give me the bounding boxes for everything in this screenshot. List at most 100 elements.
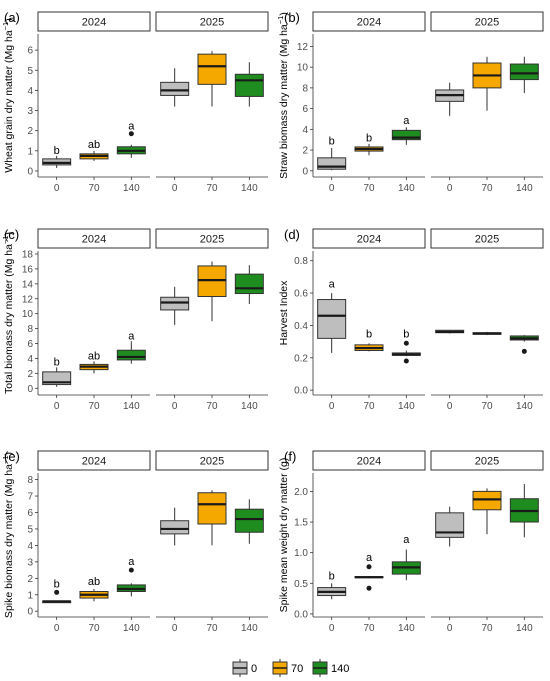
x-tick-label: 70	[88, 401, 100, 412]
box-2024-0	[42, 367, 72, 387]
y-tick-label: 2	[302, 146, 308, 157]
y-axis-label-end: )	[3, 232, 15, 236]
box-2024-70	[354, 343, 384, 352]
y-axis-label: Total biomass dry matter (Mg ha−1)	[1, 232, 15, 394]
y-tick-label: 0.0	[294, 386, 308, 397]
box-2024-140	[391, 127, 421, 145]
y-axis-label-main: Harvest Index	[278, 280, 290, 346]
x-tick-label: 140	[516, 401, 533, 412]
box-body	[160, 81, 190, 96]
box-2024-0	[317, 583, 347, 600]
significance-letter: ab	[88, 139, 100, 151]
y-tick-label: 8	[27, 475, 33, 486]
significance-letter: a	[128, 121, 135, 133]
facet-strip	[155, 11, 269, 32]
x-tick-label: 70	[88, 183, 100, 194]
y-tick-label: 6	[302, 104, 308, 115]
legend-key-0	[232, 659, 248, 677]
x-tick-label: 0	[172, 401, 178, 412]
box-2025-0	[435, 329, 465, 334]
y-tick-label: 1	[27, 146, 33, 157]
y-tick-label: 0	[27, 384, 33, 395]
x-tick-label: 0	[447, 623, 453, 634]
box-2025-70	[197, 261, 227, 322]
significance-letter: b	[329, 570, 335, 582]
facet-strip-label: 2025	[200, 456, 224, 468]
y-tick-label: 2	[27, 574, 33, 585]
y-axis-label: Harvest Index	[278, 280, 290, 346]
x-tick-label: 70	[363, 401, 375, 412]
y-tick-label: 18	[22, 249, 34, 260]
x-tick-label: 0	[54, 183, 60, 194]
y-tick-label: 1	[27, 590, 33, 601]
panel-b: (b) 0 2 4 6 8 10 12 Straw biomass dry matter (Mg…	[276, 10, 544, 194]
box-2024-70	[354, 143, 384, 156]
box-2024-0	[42, 589, 72, 604]
x-tick-label: 140	[123, 401, 140, 412]
box-body	[197, 492, 227, 525]
box-2025-70	[197, 490, 227, 546]
outlier-point	[521, 348, 527, 354]
panel-label: (c)	[4, 227, 19, 242]
y-tick-label: 4	[27, 86, 33, 97]
y-tick-label: 0.8	[294, 256, 308, 267]
significance-letter: b	[54, 578, 60, 590]
y-axis-label-main: Spike biomass dry matter (Mg ha	[3, 464, 15, 618]
panel-label: (f)	[284, 449, 296, 464]
box-body	[160, 296, 190, 311]
box-2025-140	[509, 335, 539, 354]
x-tick-label: 0	[329, 183, 335, 194]
facet-strip-label: 2025	[475, 234, 499, 246]
significance-letter: a	[366, 552, 373, 564]
facet-strip	[312, 228, 426, 249]
facet-strip	[37, 11, 151, 32]
box-2025-70	[472, 56, 502, 111]
facet-strip	[430, 450, 544, 471]
significance-letter: a	[128, 330, 135, 342]
y-tick-label: 8	[27, 324, 33, 335]
panel-f: (f) 0.0 0.5 1.0 1.5 2.0 Spike mean weight dry …	[278, 449, 544, 634]
x-tick-label: 140	[123, 623, 140, 634]
box-2024-140	[116, 131, 146, 158]
x-tick-label: 70	[481, 623, 493, 634]
box-body	[197, 265, 227, 298]
facet-strip-label: 2024	[357, 17, 381, 29]
outlier-point	[403, 358, 409, 364]
significance-letter: ab	[88, 350, 100, 362]
y-tick-label: 6	[27, 46, 33, 57]
box-2025-0	[435, 82, 465, 116]
x-tick-label: 140	[123, 183, 140, 194]
box-body	[317, 157, 347, 170]
y-tick-label: 2.0	[294, 487, 308, 498]
x-tick-label: 70	[206, 401, 218, 412]
significance-letter: a	[128, 556, 135, 568]
x-tick-label: 140	[398, 401, 415, 412]
y-axis-label: Wheat grain dry matter (Mg ha−1)	[1, 18, 15, 172]
y-tick-label: 0.5	[294, 579, 308, 590]
x-tick-label: 70	[363, 183, 375, 194]
legend-label: 140	[331, 663, 349, 675]
panel-label: (e)	[4, 449, 20, 464]
y-tick-label: 1.5	[294, 518, 308, 529]
y-tick-label: 0.0	[294, 609, 308, 620]
y-tick-label: 0	[27, 607, 33, 618]
x-tick-label: 0	[172, 183, 178, 194]
box-2024-140	[116, 341, 146, 364]
facet-strip-label: 2025	[475, 456, 499, 468]
y-tick-label: 0.4	[294, 321, 308, 332]
y-tick-label: 3	[27, 106, 33, 117]
box-2025-140	[234, 62, 264, 107]
facet-strip-label: 2024	[82, 456, 106, 468]
y-axis-label-main: Spike mean weight dry matter (g)	[278, 458, 290, 613]
panel-label: (b)	[284, 10, 300, 25]
y-axis-label-superscript: −1	[1, 455, 10, 464]
legend-key-70	[272, 659, 288, 677]
box-2024-140	[391, 340, 421, 364]
y-tick-label: 5	[27, 524, 33, 535]
y-tick-label: 8	[302, 83, 308, 94]
legend: 0 70 140	[232, 659, 349, 677]
x-tick-label: 140	[398, 623, 415, 634]
box-2024-70	[79, 361, 109, 374]
box-body	[234, 273, 264, 295]
